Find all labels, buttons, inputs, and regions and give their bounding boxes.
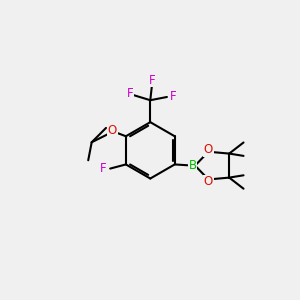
- Text: O: O: [108, 124, 117, 137]
- Text: O: O: [204, 143, 213, 156]
- Text: B: B: [189, 159, 197, 172]
- Text: F: F: [149, 74, 155, 87]
- Text: F: F: [100, 162, 107, 175]
- Text: F: F: [170, 91, 177, 103]
- Text: O: O: [204, 175, 213, 188]
- Text: F: F: [127, 87, 134, 100]
